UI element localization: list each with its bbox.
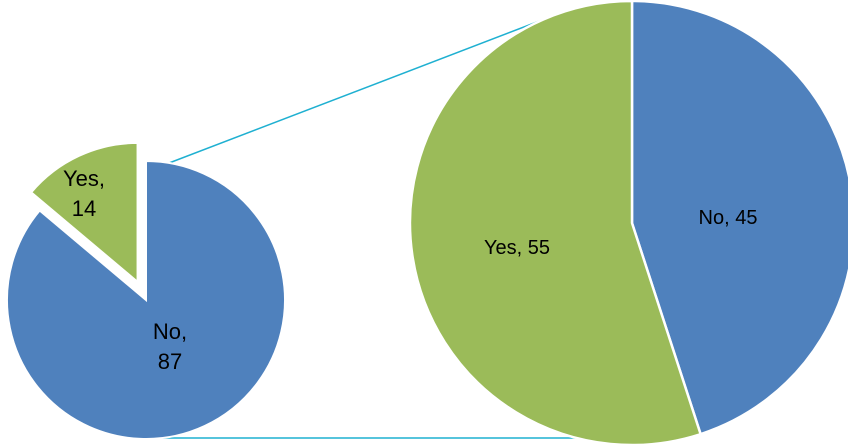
connector-lines bbox=[155, 16, 588, 439]
right-pie-label-yes: Yes, 55 bbox=[484, 237, 550, 259]
left-pie bbox=[5, 141, 286, 440]
left-pie-slice-no bbox=[5, 159, 286, 440]
data-labels: No, 87 Yes, 14 No, 45 Yes, 55 bbox=[63, 166, 757, 374]
left-pie-label-yes: Yes, 14 bbox=[63, 166, 105, 221]
connector-line-top bbox=[155, 16, 551, 169]
left-pie-slice-yes bbox=[29, 141, 139, 285]
right-pie-slice-yes bbox=[408, 0, 703, 446]
right-pie-slice-no bbox=[630, 0, 848, 436]
right-pie bbox=[408, 0, 848, 446]
left-pie-label-no: No, 87 bbox=[153, 319, 187, 374]
right-pie-label-no: No, 45 bbox=[699, 207, 758, 229]
